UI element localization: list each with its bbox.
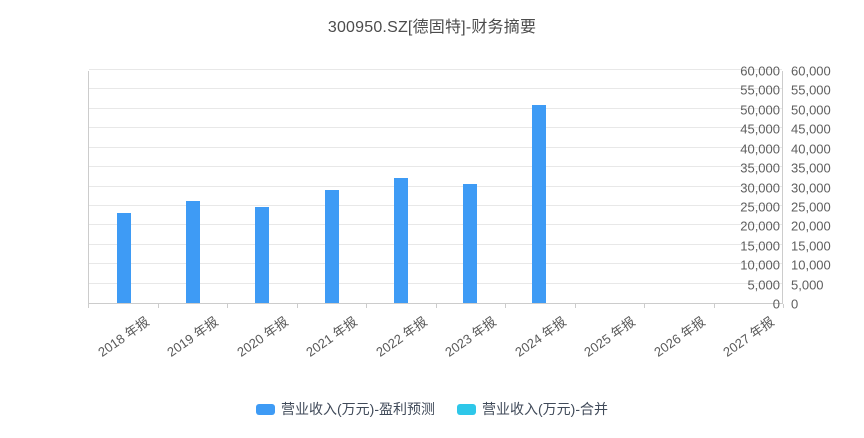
y-axis-right-tick-label: 0 — [791, 296, 799, 312]
gridline — [89, 224, 782, 226]
y-axis-left-tick-label: 5,000 — [747, 277, 780, 293]
gridline — [89, 146, 782, 148]
y-axis-left-tick-label: 35,000 — [740, 160, 780, 176]
bar-2019 年报 — [185, 201, 200, 303]
x-axis-tick — [574, 304, 576, 308]
x-axis-label: 2023 年报 — [442, 313, 500, 360]
bar-2024 年报 — [532, 104, 547, 303]
gridline — [89, 185, 782, 187]
x-axis-label: 2018 年报 — [95, 313, 152, 360]
x-axis-tick — [227, 304, 228, 308]
y-axis-left-tick-label: 40,000 — [740, 141, 780, 157]
y-axis-right-tick-label: 20,000 — [791, 218, 831, 234]
y-axis-left-tick-label: 45,000 — [740, 121, 780, 137]
y-axis-left-tick-label: 20,000 — [740, 218, 780, 234]
y-axis-left-tick-label: 30,000 — [740, 180, 780, 195]
plot-area — [88, 69, 783, 304]
y-axis-right-tick-label: 25,000 — [791, 199, 831, 215]
x-axis-label: 2020 年报 — [234, 313, 291, 360]
y-axis-left-tick-label: 55,000 — [740, 82, 780, 98]
x-axis-tick — [366, 304, 367, 308]
bar-2018 年报 — [116, 212, 131, 303]
gridline — [89, 243, 782, 245]
y-axis-right-tick-label: 60,000 — [791, 63, 831, 79]
gridline — [89, 204, 782, 206]
legend-label-revenue-forecast: 营业收入(万元)-盈利预测 — [281, 401, 435, 417]
x-axis-tick — [783, 304, 784, 308]
x-axis-tick — [157, 304, 159, 308]
x-axis-label: 2022 年报 — [373, 313, 430, 360]
legend-swatch-forecast-icon — [256, 403, 275, 415]
y-axis-right-tick-label: 35,000 — [791, 160, 831, 176]
x-axis-tick — [505, 304, 506, 308]
y-axis-left-tick-label: 15,000 — [740, 238, 780, 254]
gridline — [89, 263, 782, 265]
gridline — [89, 166, 782, 168]
y-axis-left-tick-label: 60,000 — [740, 63, 780, 79]
legend: 营业收入(万元)-盈利预测 营业收入(万元)-合并 — [0, 399, 864, 419]
y-axis-left-tick-label: 25,000 — [740, 199, 780, 215]
bar-2023 年报 — [463, 184, 478, 303]
y-axis-left-tick-label: 50,000 — [740, 102, 780, 118]
bar-2020 年报 — [255, 207, 270, 303]
bar-2022 年报 — [393, 178, 408, 303]
gridline — [89, 127, 782, 129]
y-axis-left-tick-label: 0 — [772, 296, 780, 312]
y-axis-right-tick-label: 15,000 — [791, 238, 831, 254]
gridline — [89, 88, 782, 90]
x-axis-tick — [435, 304, 437, 308]
legend-label-revenue-consolidated: 营业收入(万元)-合并 — [482, 401, 608, 417]
x-axis-tick — [713, 304, 715, 308]
x-axis-label: 2024 年报 — [512, 313, 569, 360]
legend-item-revenue-forecast[interactable]: 营业收入(万元)-盈利预测 — [256, 399, 435, 419]
bar-2021 年报 — [324, 190, 339, 303]
x-axis-label: 2027 年报 — [720, 313, 778, 360]
y-axis-right-tick-label: 50,000 — [791, 102, 831, 118]
y-axis-right-tick-label: 30,000 — [791, 180, 831, 195]
gridline — [89, 282, 782, 284]
x-axis-label: 2019 年报 — [164, 313, 222, 360]
y-axis-left-tick-label: 10,000 — [740, 257, 780, 273]
y-axis-right-tick-label: 45,000 — [791, 121, 831, 137]
y-axis-right-tick-label: 55,000 — [791, 82, 831, 98]
x-axis-label: 2025 年报 — [581, 313, 639, 360]
y-axis-right-tick-label: 5,000 — [791, 277, 824, 293]
legend-item-revenue-consolidated[interactable]: 营业收入(万元)-合并 — [457, 399, 608, 419]
x-axis-label: 2026 年报 — [651, 313, 708, 360]
gridline — [89, 107, 782, 109]
x-axis-tick — [88, 304, 89, 308]
chart-title: 300950.SZ[德固特]-财务摘要 — [327, 19, 537, 36]
y-axis-right-tick-label: 10,000 — [791, 257, 831, 273]
gridline — [89, 69, 782, 70]
x-axis-tick — [296, 304, 298, 308]
x-axis-label: 2021 年报 — [303, 313, 361, 360]
y-axis-right-tick-label: 40,000 — [791, 141, 831, 157]
x-axis-tick — [644, 304, 645, 308]
legend-swatch-consolidated-icon — [457, 403, 476, 415]
